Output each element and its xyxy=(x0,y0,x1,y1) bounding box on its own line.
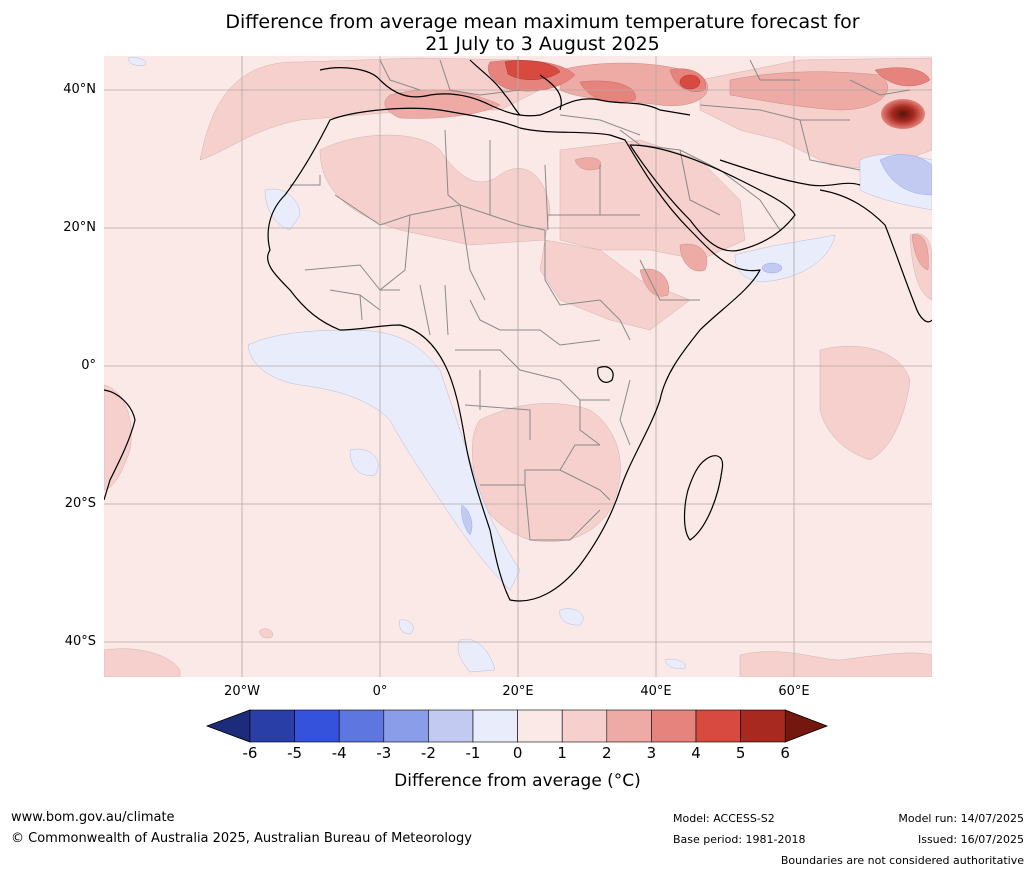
anomaly-hotspot xyxy=(881,99,925,129)
lon-label-60e: 60°E xyxy=(778,684,810,699)
colorbar-tick-label: -4 xyxy=(331,744,347,762)
map-gridlines xyxy=(104,56,932,677)
lat-label-0: 0° xyxy=(81,358,96,373)
colorbar-segment xyxy=(606,709,652,743)
footer-copyright: © Commonwealth of Australia 2025, Austra… xyxy=(11,831,472,846)
footer-base-period: Base period: 1981-2018 xyxy=(673,833,806,846)
footer-disclaimer: Boundaries are not considered authoritat… xyxy=(780,854,1024,867)
lon-label-40e: 40°E xyxy=(640,684,672,699)
lat-label-20s: 20°S xyxy=(64,496,96,511)
colorbar-segment xyxy=(383,709,429,743)
footer-model-run: Model run: 14/07/2025 xyxy=(898,812,1024,825)
colorbar-segment xyxy=(651,709,697,743)
colorbar-tick-label: -1 xyxy=(465,744,481,762)
colorbar-segment xyxy=(294,709,340,743)
colorbar-segment xyxy=(249,709,295,743)
colorbar-segment xyxy=(740,709,786,743)
colorbar-segment xyxy=(561,709,608,743)
colorbar-tick-label: 4 xyxy=(691,744,701,762)
lat-label-40s: 40°S xyxy=(64,634,96,649)
colorbar-segment xyxy=(472,709,518,743)
anomaly-4-to-5 xyxy=(504,60,701,90)
colorbar-max-arrow xyxy=(784,709,829,743)
colorbar xyxy=(205,709,829,743)
colorbar-min-arrow xyxy=(205,709,251,743)
map-title-line1: Difference from average mean maximum tem… xyxy=(225,11,860,33)
colorbar-tick-label: 0 xyxy=(512,744,523,762)
map-plot-area xyxy=(104,56,932,677)
colorbar-tick-label: 5 xyxy=(735,744,746,762)
colorbar-segment xyxy=(517,709,563,743)
colorbar-tick-label: 1 xyxy=(557,744,567,762)
footer-website[interactable]: www.bom.gov.au/climate xyxy=(11,810,175,825)
colorbar-segment xyxy=(695,709,741,743)
colorbar-tick-label: -3 xyxy=(376,744,392,762)
lon-label-20w: 20°W xyxy=(224,684,260,699)
colorbar-tick-label: 2 xyxy=(602,744,612,762)
lon-label-0: 0° xyxy=(372,684,388,699)
lat-label-40n: 40°N xyxy=(63,82,96,97)
colorbar-tick-label: 3 xyxy=(646,744,657,762)
colorbar-tick-label: 6 xyxy=(780,744,790,762)
anomaly-minus2-to-minus1 xyxy=(461,154,932,536)
colorbar-title: Difference from average (°C) xyxy=(394,771,641,791)
map-title-line2: 21 July to 3 August 2025 xyxy=(425,33,660,55)
colorbar-tick-label: -6 xyxy=(242,744,258,762)
colorbar-tick-label: -5 xyxy=(287,744,303,762)
lat-label-20n: 20°N xyxy=(63,220,96,235)
footer-issued: Issued: 16/07/2025 xyxy=(917,833,1024,846)
coastlines xyxy=(104,59,932,602)
national-borders xyxy=(290,59,911,541)
colorbar-segment xyxy=(338,709,385,743)
footer-model: Model: ACCESS-S2 xyxy=(673,812,775,825)
colorbar-tick-label: -2 xyxy=(420,744,436,762)
lon-label-20e: 20°E xyxy=(502,684,534,699)
colorbar-segment xyxy=(428,709,474,743)
